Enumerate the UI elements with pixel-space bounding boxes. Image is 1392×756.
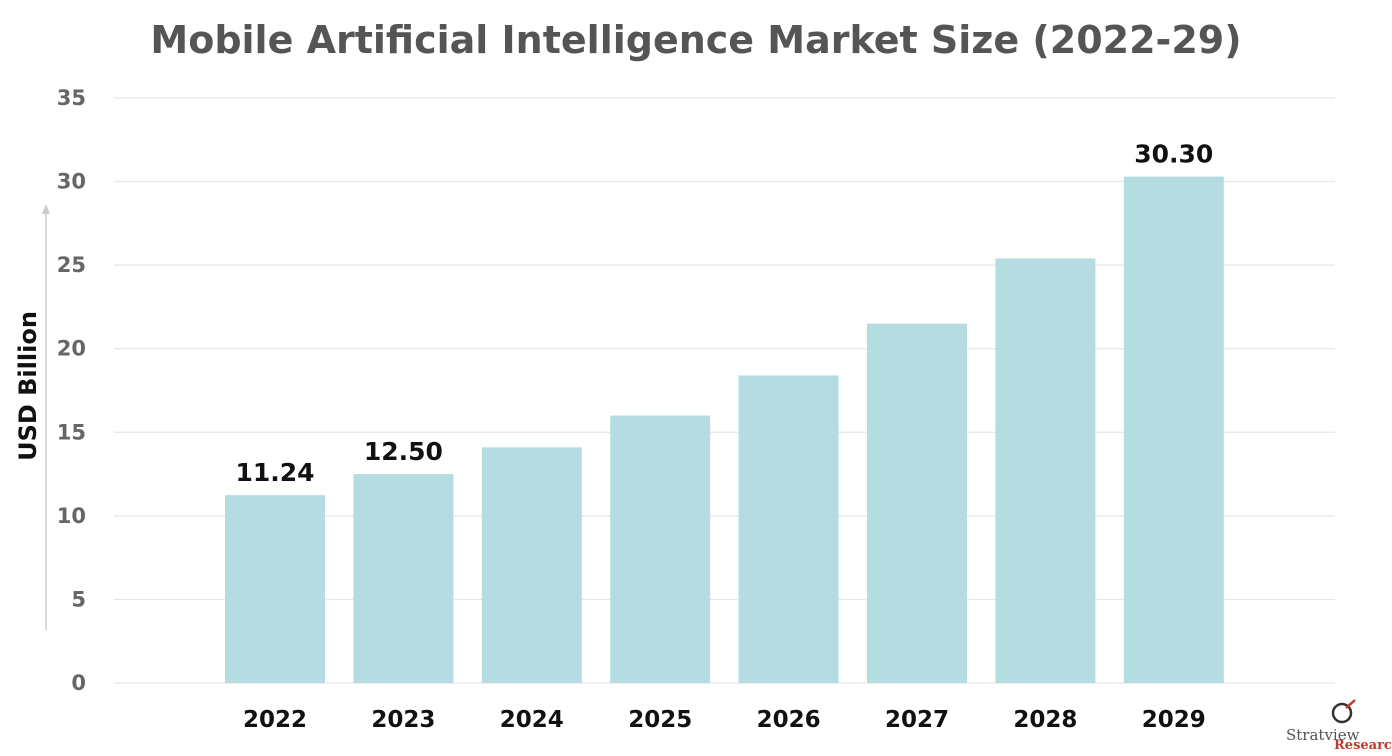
- logo-brand-sub: Research: [1334, 738, 1392, 753]
- chart-title: Mobile Artificial Intelligence Market Si…: [150, 18, 1242, 62]
- x-tick-label: 2026: [757, 707, 821, 733]
- data-label-2023: 12.50: [364, 437, 443, 466]
- y-tick-label: 35: [57, 86, 86, 110]
- data-label-2029: 30.30: [1134, 140, 1213, 169]
- y-tick-label: 30: [57, 170, 86, 194]
- y-tick-labels: 0 5 10 15 20 25 30 35: [57, 86, 86, 695]
- bar-2024: [481, 447, 582, 683]
- y-tick-label: 15: [57, 420, 86, 444]
- bars: [225, 176, 1224, 684]
- bar-2026: [738, 375, 839, 683]
- logo-mark-icon: [1331, 699, 1356, 724]
- logo-brand-name: Stratview: [1286, 726, 1360, 744]
- x-tick-label: 2023: [371, 707, 435, 733]
- brand-logo: Stratview Research: [1286, 698, 1392, 753]
- bar-2028: [995, 258, 1096, 683]
- bar-2023: [353, 474, 454, 683]
- y-tick-label: 10: [57, 504, 86, 528]
- x-tick-label: 2028: [1013, 707, 1077, 733]
- bar-2029: [1123, 176, 1224, 684]
- y-axis-arrow-head: [42, 204, 50, 214]
- x-tick-label: 2029: [1142, 707, 1206, 733]
- y-tick-label: 0: [71, 671, 86, 695]
- y-tick-label: 25: [57, 253, 86, 277]
- data-labels: 11.24 12.50 30.30: [235, 140, 1213, 488]
- y-tick-label: 5: [71, 587, 86, 611]
- data-label-2022: 11.24: [235, 458, 314, 487]
- x-tick-label: 2022: [243, 707, 307, 733]
- x-tick-label: 2024: [500, 707, 564, 733]
- x-tick-label: 2027: [885, 707, 949, 733]
- y-tick-label: 20: [57, 337, 86, 361]
- bar-2025: [610, 415, 711, 683]
- bar-2022: [225, 495, 325, 683]
- bar-2027: [867, 323, 967, 683]
- x-tick-labels: 2022 2023 2024 2025 2026 2027 2028 2029: [243, 707, 1206, 733]
- x-tick-label: 2025: [628, 707, 692, 733]
